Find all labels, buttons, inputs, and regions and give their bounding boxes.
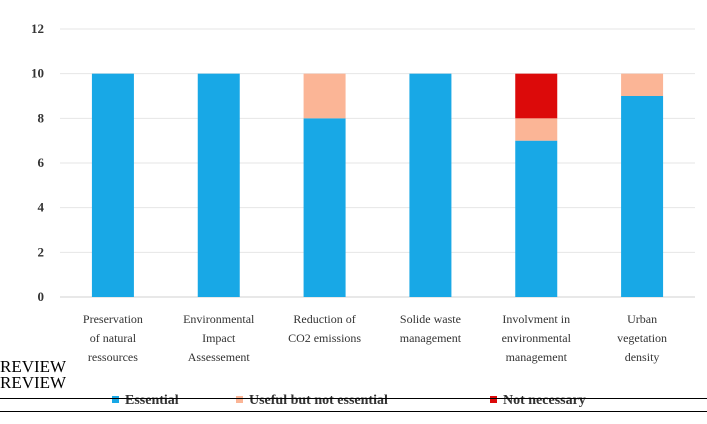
y-tick-label: 12 xyxy=(31,21,44,36)
y-tick-label: 10 xyxy=(31,66,44,81)
x-category-label: CO2 emissions xyxy=(288,331,361,345)
x-category-label: Involvment in xyxy=(502,312,570,326)
bar-segment-not-necessary xyxy=(515,73,558,119)
x-category-label: Environmental xyxy=(183,312,255,326)
x-category-label: management xyxy=(506,350,568,364)
bar-segment-useful-but-not-essential xyxy=(515,118,558,141)
x-category-label: Solide waste xyxy=(400,312,461,326)
bar-segment-useful-but-not-essential xyxy=(621,73,664,96)
x-axis-labels: Preservation of natural ressources Environm… xyxy=(83,312,667,364)
bar-segment-essential xyxy=(515,140,558,297)
bar-segment-essential xyxy=(91,73,134,298)
divider-rule-2 xyxy=(0,411,707,412)
x-category-label: Assessement xyxy=(188,350,251,364)
legend-label: Not necessary xyxy=(503,393,586,408)
legend-swatch xyxy=(490,396,497,403)
x-category-label: vegetation xyxy=(617,331,667,345)
x-category-label: of natural xyxy=(90,331,137,345)
x-category-label: ressources xyxy=(88,350,138,364)
bars xyxy=(91,73,664,298)
y-tick-label: 2 xyxy=(38,244,45,259)
x-category-label: Reduction of xyxy=(293,312,355,326)
bar-segment-essential xyxy=(409,73,452,298)
legend: Essential Useful but not essential Not nec… xyxy=(112,393,586,408)
x-category-label: Preservation xyxy=(83,312,143,326)
x-category-label: management xyxy=(400,331,462,345)
review-watermark-2: REVIEW xyxy=(0,373,67,392)
x-category-label: Urban xyxy=(627,312,657,326)
y-axis-ticks: 0 2 4 6 8 10 12 xyxy=(31,21,45,304)
review-watermark-1: REVIEW xyxy=(0,357,67,376)
divider-rule-1 xyxy=(0,398,707,399)
legend-label: Essential xyxy=(125,393,179,408)
bar-segment-essential xyxy=(621,96,664,297)
y-tick-label: 6 xyxy=(38,155,45,170)
bar-segment-essential xyxy=(197,73,240,298)
x-category-label: density xyxy=(625,350,660,364)
y-tick-label: 0 xyxy=(38,289,45,304)
x-category-label: Impact xyxy=(202,331,236,345)
legend-swatch xyxy=(236,396,243,403)
legend-swatch xyxy=(112,396,119,403)
y-tick-label: 4 xyxy=(38,200,45,215)
bar-segment-essential xyxy=(303,118,346,297)
y-tick-label: 8 xyxy=(38,110,45,125)
legend-label: Useful but not essential xyxy=(249,393,388,408)
gridlines xyxy=(60,28,695,298)
x-category-label: environmental xyxy=(502,331,572,345)
bar-segment-useful-but-not-essential xyxy=(303,73,346,119)
